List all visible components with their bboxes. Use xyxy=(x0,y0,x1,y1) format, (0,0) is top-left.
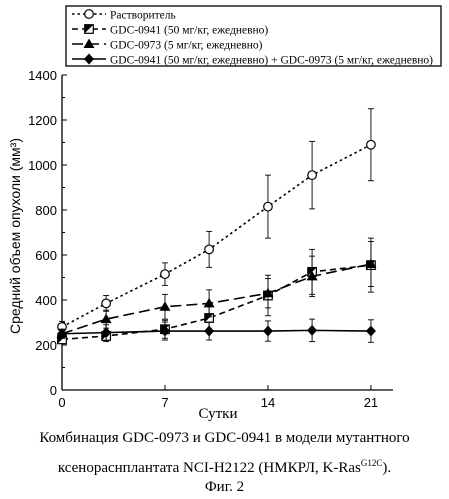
caption-line2-main: ксенораснплантата NCI-H2122 (НМКРЛ, K-Ra… xyxy=(57,460,361,476)
caption-line2-superscript: G12C xyxy=(360,458,383,468)
legend-marker xyxy=(84,53,94,65)
data-point xyxy=(262,325,273,337)
legend-box xyxy=(65,5,442,67)
x-tick-label: 21 xyxy=(364,395,378,410)
chart-axes: 0 200 400 600 800 1000 1200 1400 0 7 14 21 xyxy=(28,68,393,410)
legend-label: GDC-0941 (50 мг/кг, ежедневно) + GDC-097… xyxy=(110,55,433,67)
chart-legend: Растворитель GDC-0941 (50 мг/кг, ежедневн… xyxy=(65,5,442,67)
figure-number: Фиг. 2 xyxy=(204,479,245,495)
data-point xyxy=(101,298,112,309)
figure-caption-line2: ксенораснплантата NCI-H2122 (НМКРЛ, K-Ra… xyxy=(0,454,449,477)
data-point xyxy=(203,297,215,308)
data-point xyxy=(204,325,215,337)
y-tick-label: 200 xyxy=(35,338,57,353)
data-point xyxy=(307,170,317,181)
y-tick-label: 1000 xyxy=(28,158,57,173)
data-point xyxy=(306,270,318,281)
legend-label: Растворитель xyxy=(110,10,176,22)
legend-marker xyxy=(83,38,95,48)
legend-marker xyxy=(84,24,94,34)
series-3-line xyxy=(61,263,372,335)
data-point xyxy=(263,201,273,212)
caption-line2-end: ). xyxy=(382,460,392,476)
data-point xyxy=(365,325,376,337)
series-1 xyxy=(57,108,376,334)
legend-marker xyxy=(84,9,94,19)
data-point xyxy=(366,139,376,150)
y-tick-label: 400 xyxy=(35,293,57,308)
figure-caption-line1: Комбинация GDC-0973 и GDC-0941 в модели … xyxy=(39,430,410,446)
chart-series xyxy=(56,108,377,345)
y-tick-label: 1400 xyxy=(28,68,57,83)
x-tick-label: 0 xyxy=(58,395,65,410)
data-point xyxy=(262,287,274,298)
x-axis-label: Сутки xyxy=(198,406,237,422)
series-3 xyxy=(56,241,377,339)
series-4 xyxy=(57,318,376,343)
legend-label: GDC-0941 (50 мг/кг, ежедневно) xyxy=(110,25,268,37)
data-point xyxy=(100,313,112,324)
x-tick-label: 14 xyxy=(261,395,275,410)
y-tick-label: 0 xyxy=(50,383,57,398)
data-point xyxy=(101,327,112,339)
data-point xyxy=(159,325,170,337)
y-axis-label-group: Средний объем опухоли (мм³) xyxy=(7,138,23,334)
y-axis-label: Средний объем опухоли (мм³) xyxy=(7,138,23,334)
data-point xyxy=(160,269,170,280)
data-point xyxy=(57,328,67,340)
y-tick-label: 1200 xyxy=(28,113,57,128)
data-point xyxy=(365,258,377,268)
y-tick-label: 800 xyxy=(35,203,57,218)
x-tick-label: 7 xyxy=(161,395,168,410)
data-point xyxy=(204,244,215,255)
legend-label: GDC-0973 (5 мг/кг, ежедневно) xyxy=(110,40,263,52)
data-point xyxy=(307,324,318,336)
y-tick-label: 600 xyxy=(35,248,57,263)
data-point xyxy=(159,301,171,311)
